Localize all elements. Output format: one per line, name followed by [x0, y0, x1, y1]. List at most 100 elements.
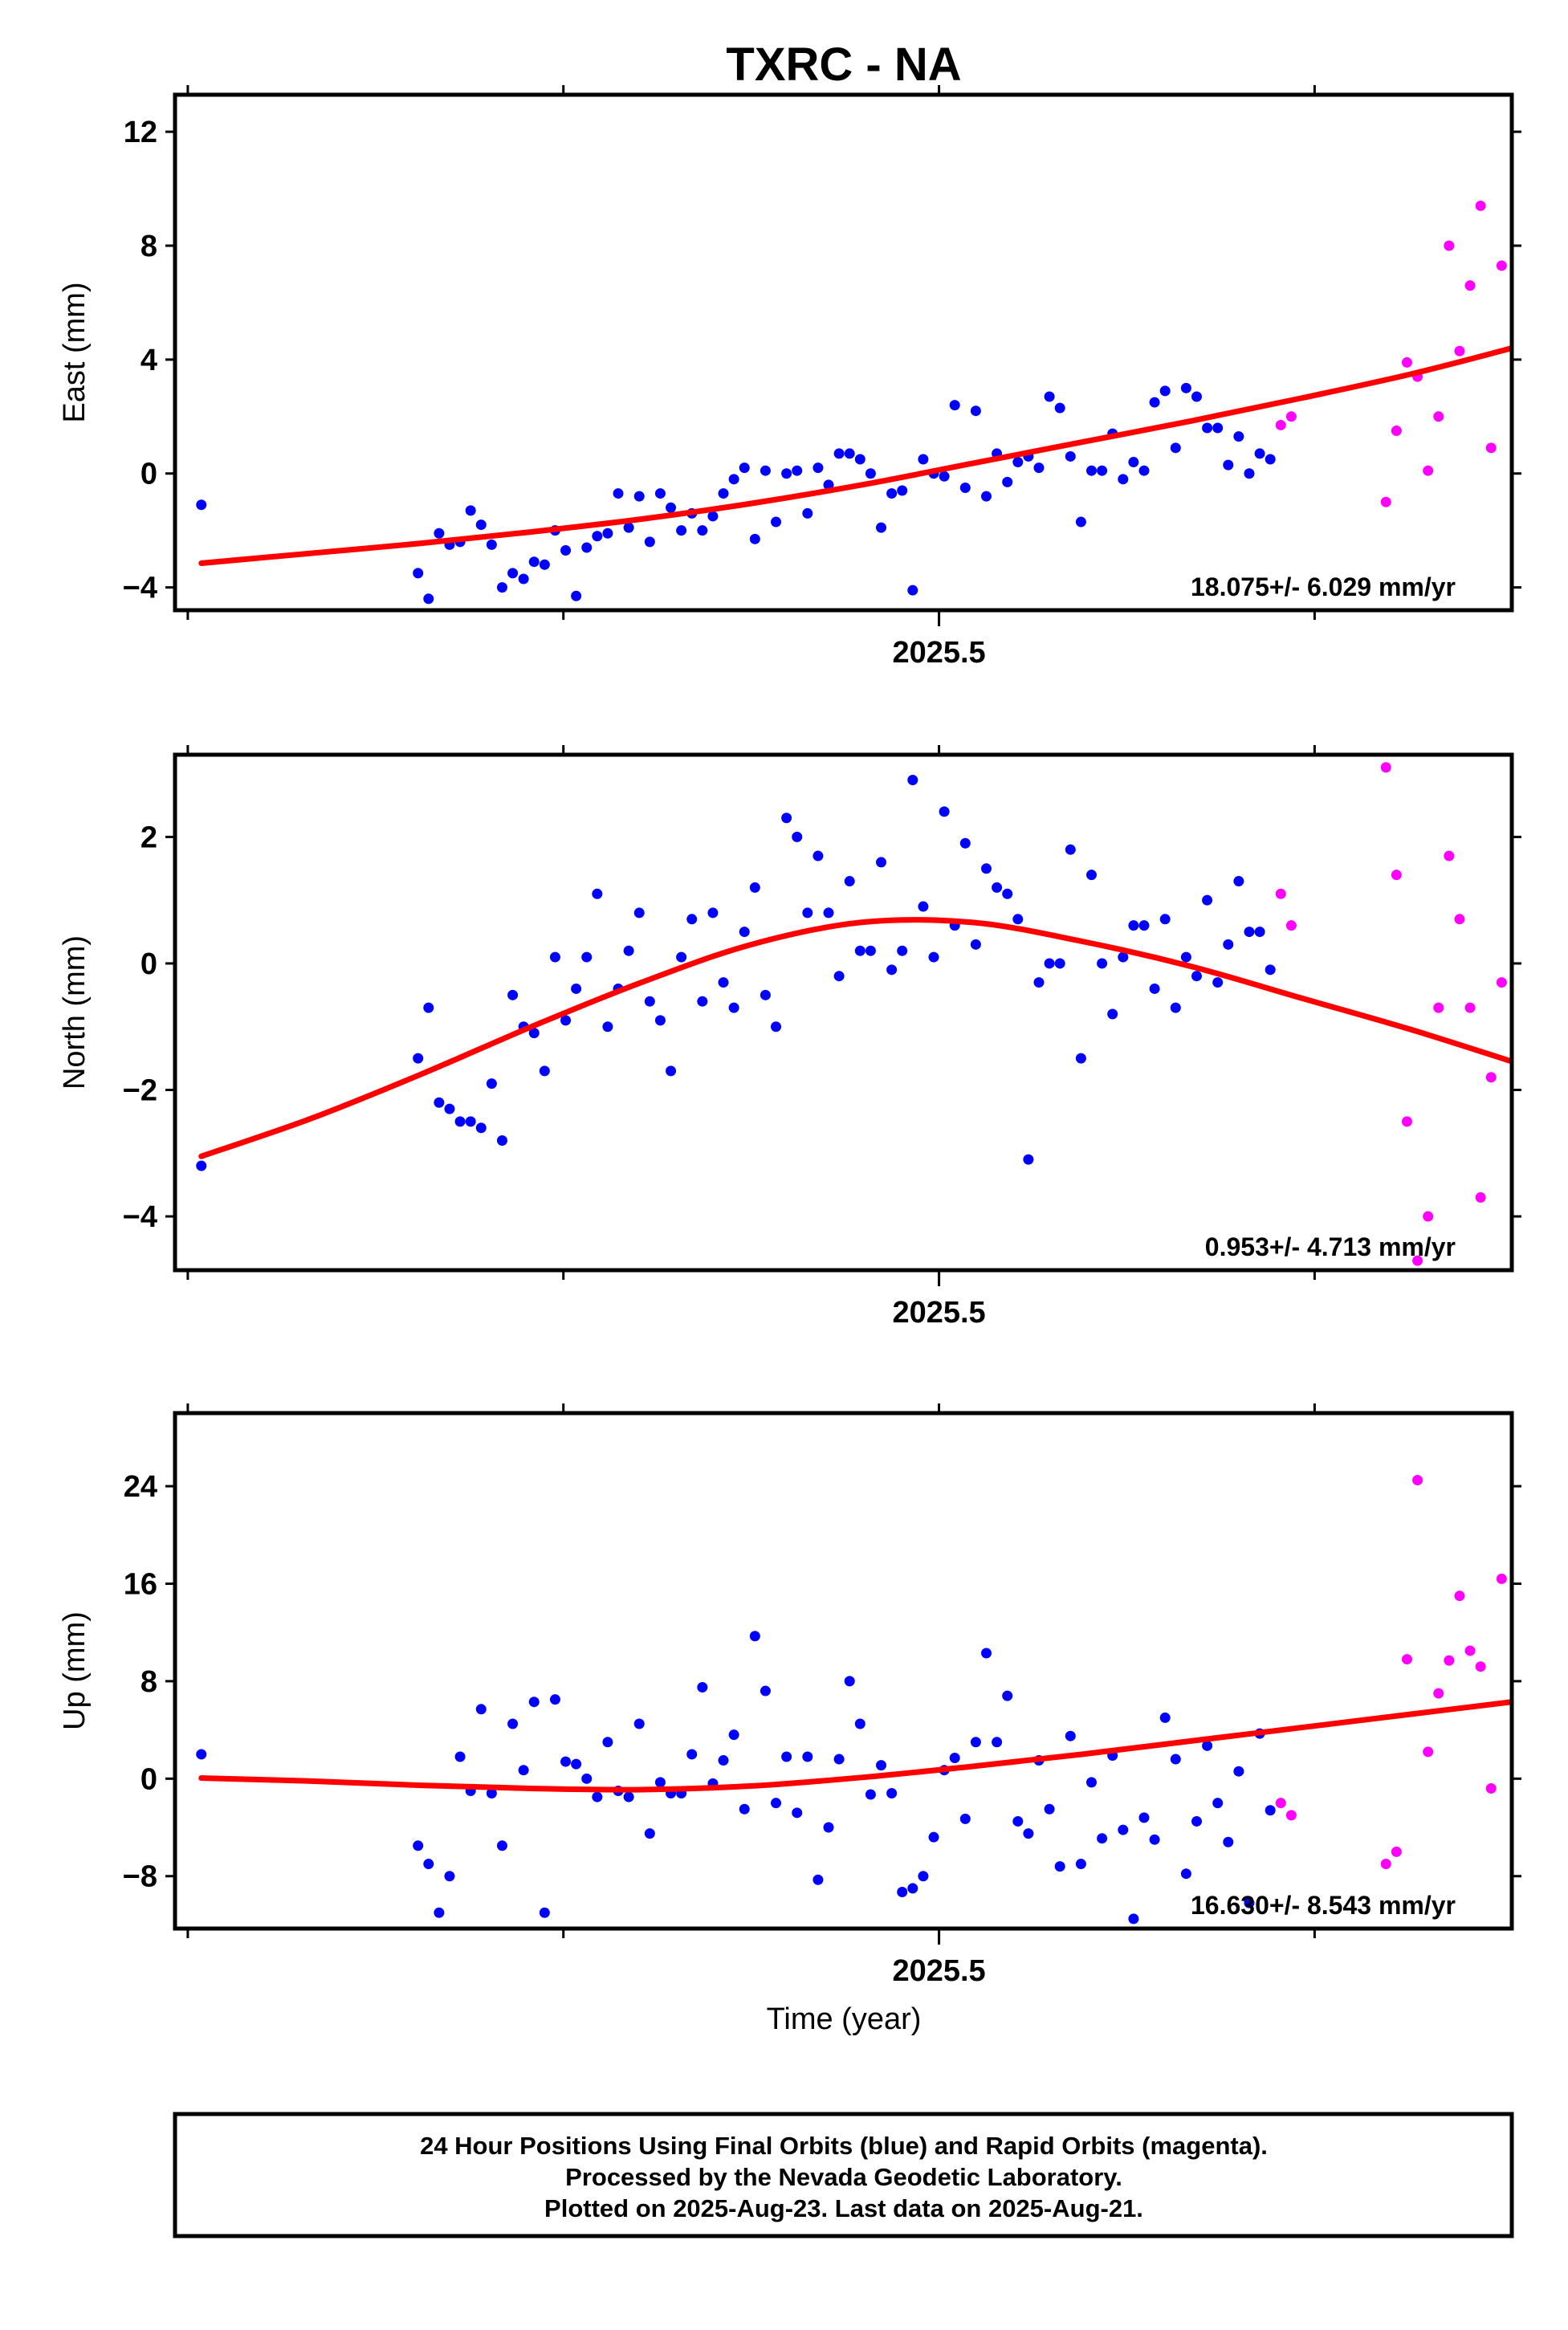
up-final-point	[1159, 1712, 1171, 1723]
up-final-point	[833, 1754, 845, 1765]
footer-line-1: 24 Hour Positions Using Final Orbits (bl…	[420, 2132, 1268, 2160]
east-rate-label: 18.075+/- 6.029 mm/yr	[1191, 572, 1456, 601]
north-final-point	[1180, 951, 1191, 963]
north-final-point	[686, 914, 698, 925]
east-ytick-label: 0	[141, 458, 157, 491]
up-final-point	[602, 1737, 613, 1748]
up-final-point	[654, 1777, 666, 1788]
up-final-point	[1118, 1824, 1129, 1835]
up-final-point	[749, 1631, 760, 1642]
up-final-point	[1012, 1815, 1024, 1827]
east-y-axis-label: East (mm)	[58, 282, 92, 422]
up-final-point	[549, 1694, 560, 1705]
north-final-point	[1244, 927, 1255, 938]
north-final-point	[1128, 920, 1139, 931]
up-final-point	[434, 1907, 445, 1918]
north-final-point	[802, 907, 813, 919]
up-final-point	[949, 1753, 960, 1764]
east-final-point	[1002, 476, 1013, 487]
up-final-point	[475, 1704, 487, 1715]
east-rapid-point	[1380, 496, 1391, 507]
up-final-point	[1128, 1913, 1139, 1925]
east-final-point	[876, 522, 887, 533]
east-final-point	[1233, 431, 1244, 442]
east-final-point	[833, 448, 845, 459]
north-final-point	[833, 971, 845, 982]
east-rapid-point	[1401, 356, 1412, 368]
up-final-point	[1223, 1836, 1234, 1847]
north-rapid-point	[1423, 1211, 1434, 1222]
north-rapid-point	[1475, 1191, 1486, 1203]
east-final-point	[1223, 459, 1234, 470]
east-final-point	[613, 488, 624, 499]
north-final-point	[496, 1135, 507, 1147]
up-final-point	[928, 1831, 939, 1843]
up-final-point	[981, 1648, 992, 1659]
east-final-point	[676, 525, 687, 536]
up-rapid-point	[1444, 1655, 1455, 1666]
up-final-point	[854, 1718, 865, 1729]
east-final-point	[918, 454, 929, 465]
north-final-point	[465, 1116, 476, 1127]
north-final-point	[507, 989, 519, 1000]
up-final-point	[496, 1840, 507, 1851]
east-final-point	[886, 488, 898, 499]
east-final-point	[592, 531, 603, 542]
north-ytick-label: −2	[123, 1073, 157, 1107]
east-rapid-point	[1423, 465, 1434, 476]
north-final-point	[633, 907, 645, 919]
up-final-point	[1212, 1798, 1224, 1809]
north-ytick-label: 2	[141, 821, 157, 854]
north-final-point	[886, 964, 898, 976]
east-final-point	[1138, 465, 1150, 476]
east-final-point	[1054, 402, 1065, 413]
east-final-point	[844, 448, 855, 459]
east-final-point	[1044, 391, 1055, 402]
east-final-point	[581, 542, 593, 553]
east-rapid-point	[1496, 260, 1507, 271]
north-plot-frame	[173, 752, 1514, 1273]
east-rapid-point	[1391, 426, 1402, 437]
up-final-point	[1044, 1803, 1055, 1815]
north-final-point	[602, 1021, 613, 1033]
east-final-point	[623, 522, 634, 533]
up-final-point	[528, 1697, 540, 1708]
east-final-point	[739, 462, 750, 474]
east-panel: −4 0 4 8 12 2025.5 East (mm) 18.075+/- 6.029 mm…	[58, 85, 1521, 670]
east-xtick-label: 2025.5	[892, 636, 985, 670]
up-final-point	[196, 1749, 207, 1760]
up-rapid-point	[1285, 1810, 1297, 1821]
north-final-point	[981, 863, 992, 874]
east-final-point	[644, 536, 655, 548]
north-fit-curve	[198, 917, 1512, 1159]
north-final-point	[992, 882, 1003, 893]
north-final-point	[1159, 914, 1171, 925]
east-final-point	[781, 468, 792, 479]
north-final-point	[728, 1002, 739, 1013]
east-final-point	[654, 488, 666, 499]
up-final-point	[781, 1751, 792, 1762]
east-final-point	[1075, 516, 1086, 528]
east-final-point	[854, 454, 865, 465]
north-rapid-point	[1496, 977, 1507, 988]
east-final-point	[970, 405, 981, 417]
east-final-point	[718, 488, 729, 499]
footer-line-2: Processed by the Nevada Geodetic Laborat…	[565, 2163, 1122, 2191]
east-fit-curve	[198, 345, 1512, 566]
east-final-point	[813, 462, 824, 474]
up-final-point	[865, 1789, 876, 1800]
east-final-point	[518, 573, 529, 585]
north-final-point	[865, 945, 876, 956]
up-rapid-point	[1412, 1474, 1423, 1485]
up-rate-label: 16.630+/- 8.543 mm/yr	[1191, 1891, 1456, 1920]
up-final-point	[592, 1791, 603, 1802]
north-final-point	[475, 1122, 487, 1134]
north-final-point	[1191, 971, 1202, 982]
east-final-point	[496, 582, 507, 593]
east-final-point	[707, 511, 719, 522]
up-final-point	[560, 1756, 572, 1767]
north-ytick-label: 0	[141, 947, 157, 981]
up-final-point	[444, 1871, 455, 1882]
up-final-point	[486, 1788, 497, 1799]
east-final-point	[1097, 465, 1108, 476]
